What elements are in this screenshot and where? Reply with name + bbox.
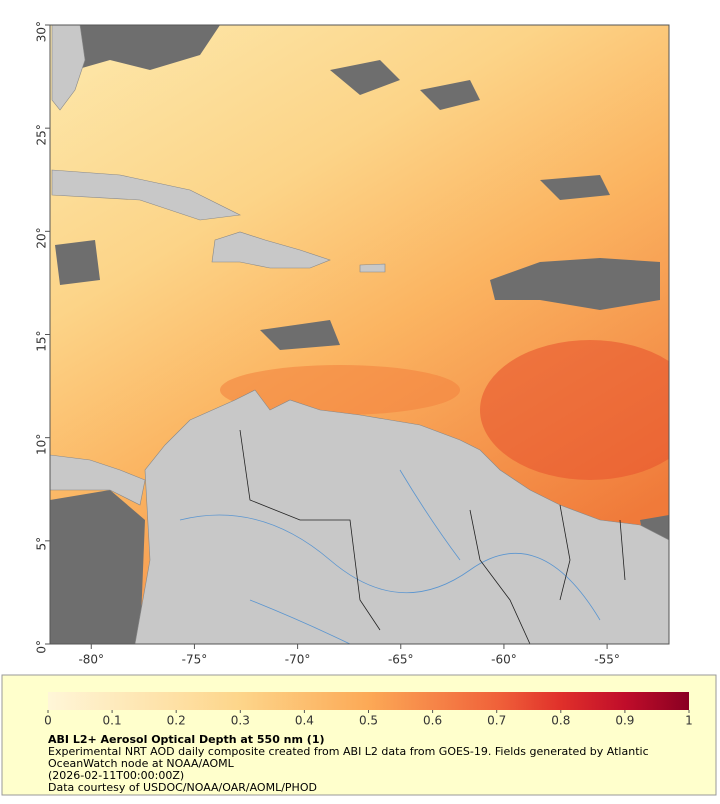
legend-line: Data courtesy of USDOC/NOAA/OAR/AOML/PHO… [48, 781, 317, 794]
legend-line: OceanWatch node at NOAA/AOML [48, 757, 235, 770]
colorbar-tick-label: 0 [44, 714, 52, 728]
colorbar-tick-label: 0.3 [231, 714, 250, 728]
legend-line: (2026-02-11T00:00:00Z) [48, 769, 184, 782]
map-image [50, 25, 669, 644]
lat-tick-label: 5° [35, 537, 49, 551]
lon-tick-label: -55° [594, 653, 620, 667]
colorbar-tick-label: 1 [685, 714, 693, 728]
colorbar-tick-label: 0.4 [295, 714, 314, 728]
colorbar [48, 692, 689, 710]
lat-tick-label: 10° [35, 434, 49, 455]
colorbar-tick-label: 0.1 [103, 714, 122, 728]
lat-tick-label: 25° [35, 124, 49, 145]
colorbar-tick-label: 0.6 [423, 714, 442, 728]
colorbar-tick-label: 0.2 [167, 714, 186, 728]
lon-tick-label: -65° [388, 653, 414, 667]
lat-tick-label: 30° [35, 21, 49, 42]
colorbar-tick-label: 0.5 [359, 714, 378, 728]
lon-tick-label: -70° [285, 653, 311, 667]
colorbar-tick-label: 0.8 [551, 714, 570, 728]
lon-tick-label: -80° [78, 653, 104, 667]
lat-tick-label: 0° [35, 640, 49, 654]
lon-tick-label: -60° [491, 653, 517, 667]
legend-line: Experimental NRT AOD daily composite cre… [48, 745, 649, 758]
lon-tick-label: -75° [182, 653, 208, 667]
colorbar-tick-label: 0.9 [615, 714, 634, 728]
colorbar-tick-label: 0.7 [487, 714, 506, 728]
lat-tick-label: 20° [35, 227, 49, 248]
legend-title: ABI L2+ Aerosol Optical Depth at 550 nm … [48, 733, 325, 746]
lat-tick-label: 15° [35, 331, 49, 352]
